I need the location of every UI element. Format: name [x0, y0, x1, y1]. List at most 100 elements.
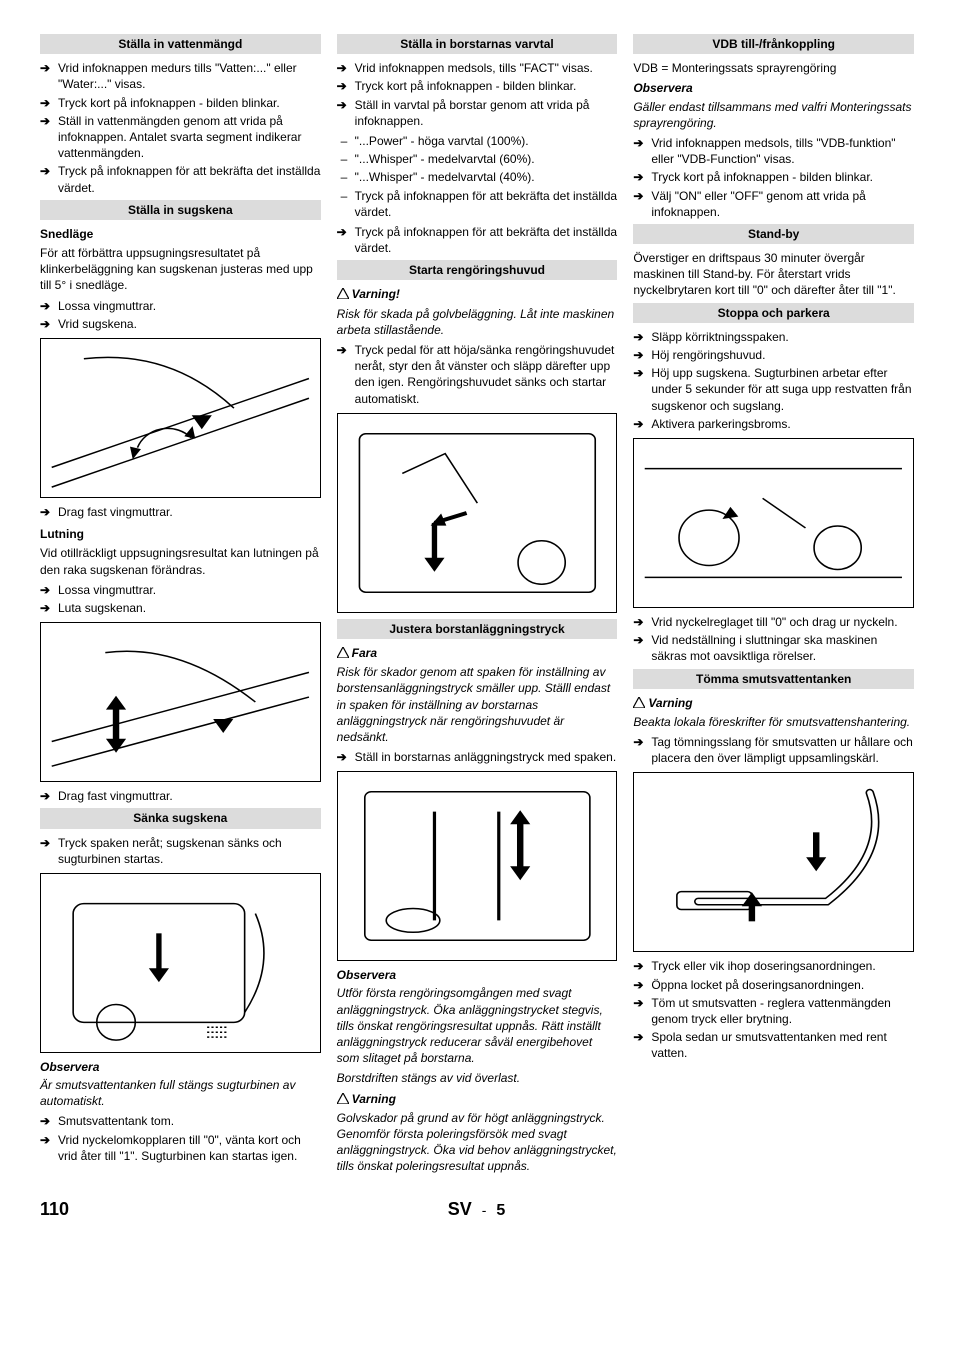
column-3: VDB till-/frånkoppling VDB = Monteringss… — [633, 30, 914, 1179]
list-varvtal: Vrid infoknappen medsols, tills "FACT" v… — [337, 60, 618, 129]
list-item: Töm ut smutsvatten - reglera vattenmängd… — [633, 995, 914, 1027]
list-varvtal-confirm: Tryck på infoknappen för att bekräfta de… — [337, 224, 618, 256]
note-label: Observera — [337, 967, 618, 983]
subhead-lutning: Lutning — [40, 526, 321, 542]
warning-text: Beakta lokala föreskrifter för smutsvatt… — [633, 714, 914, 730]
list-varvtal-options: "...Power" - höga varvtal (100%). "...Wh… — [337, 133, 618, 220]
footer-dash: - — [482, 1201, 487, 1220]
list-item: Tryck kort på infoknappen - bilden blink… — [633, 169, 914, 185]
list-item: Tryck kort på infoknappen - bilden blink… — [337, 78, 618, 94]
list-item: Tryck kort på infoknappen - bilden blink… — [40, 95, 321, 111]
list-item: Öppna locket på doseringsanordningen. — [633, 977, 914, 993]
list-lutning: Lossa vingmuttrar. Luta sugskenan. — [40, 582, 321, 616]
figure-sugskena-tilt — [40, 622, 321, 782]
list-item: Vid nedställning i sluttningar ska maski… — [633, 632, 914, 664]
list-item: Vrid infoknappen medsols, tills "FACT" v… — [337, 60, 618, 76]
paragraph: Överstiger en driftspaus 30 minuter över… — [633, 250, 914, 299]
note-text: Utför första rengöringsomgången med svag… — [337, 985, 618, 1066]
figure-lower-squeegee — [40, 873, 321, 1053]
list-snedlage-after: Drag fast vingmuttrar. — [40, 504, 321, 520]
danger-block: Fara — [337, 645, 618, 662]
figure-drain-hose — [633, 772, 914, 952]
list-stoppa-after: Vrid nyckelreglaget till "0" och drag ur… — [633, 614, 914, 665]
figure-pedal — [337, 413, 618, 613]
list-item: Tryck på infoknappen för att bekräfta de… — [40, 163, 321, 195]
footer-subpage: 5 — [496, 1200, 505, 1222]
note-label: Observera — [40, 1059, 321, 1075]
heading-vdb: VDB till-/frånkoppling — [633, 34, 914, 54]
figure-sugskena-angle — [40, 338, 321, 498]
column-2: Ställa in borstarnas varvtal Vrid infokn… — [337, 30, 618, 1179]
list-item: Tryck spaken neråt; sugskenan sänks och … — [40, 835, 321, 867]
figure-pressure-lever — [337, 771, 618, 961]
list-tomma-after: Tryck eller vik ihop doseringsanordninge… — [633, 958, 914, 1061]
list-item: Lossa vingmuttrar. — [40, 582, 321, 598]
list-item: Vrid nyckelreglaget till "0" och drag ur… — [633, 614, 914, 630]
list-item: "...Whisper" - medelvarvtal (40%). — [337, 169, 618, 185]
warning-label: Varning — [352, 1092, 396, 1106]
list-item: Höj rengöringshuvud. — [633, 347, 914, 363]
note-text: Är smutsvattentanken full stängs sugturb… — [40, 1077, 321, 1109]
list-item: "...Power" - höga varvtal (100%). — [337, 133, 618, 149]
warning-text-2: Golvskador på grund av för högt anläggni… — [337, 1110, 618, 1175]
list-item: Tryck eller vik ihop doseringsanordninge… — [633, 958, 914, 974]
list-item: Tryck på infoknappen för att bekräfta de… — [337, 224, 618, 256]
list-item: Ställ in varvtal på borstar genom att vr… — [337, 97, 618, 129]
list-item: Drag fast vingmuttrar. — [40, 788, 321, 804]
list-sanka: Tryck spaken neråt; sugskenan sänks och … — [40, 835, 321, 867]
warning-block: Varning! — [337, 286, 618, 303]
list-stoppa: Släpp körriktningsspaken. Höj rengörings… — [633, 329, 914, 432]
list-item: Höj upp sugskena. Sugturbinen arbetar ef… — [633, 365, 914, 414]
paragraph: För att förbättra uppsugningsresultatet … — [40, 245, 321, 294]
list-item: Lossa vingmuttrar. — [40, 298, 321, 314]
list-item: Tryck pedal för att höja/sänka rengöring… — [337, 342, 618, 407]
list-item: Smutsvattentank tom. — [40, 1113, 321, 1129]
danger-text: Risk för skador genom att spaken för ins… — [337, 664, 618, 745]
list-vdb: Vrid infoknappen medsols, tills "VDB-fun… — [633, 135, 914, 220]
heading-starta: Starta rengöringshuvud — [337, 260, 618, 280]
danger-label: Fara — [352, 646, 377, 660]
heading-sugskena: Ställa in sugskena — [40, 200, 321, 220]
warning-block: Varning — [633, 695, 914, 712]
warning-icon — [337, 287, 349, 303]
warning-text: Risk för skada på golvbeläggning. Låt in… — [337, 306, 618, 338]
page-number: 110 — [40, 1197, 69, 1221]
list-item: Vrid sugskena. — [40, 316, 321, 332]
list-item: Välj "ON" eller "OFF" genom att vrida på… — [633, 188, 914, 220]
heading-varvtal: Ställa in borstarnas varvtal — [337, 34, 618, 54]
warning-block-2: Varning — [337, 1091, 618, 1108]
warning-icon — [337, 646, 349, 662]
warning-label: Varning! — [352, 287, 400, 301]
heading-tomma: Tömma smutsvattentanken — [633, 669, 914, 689]
footer-lang: SV — [448, 1197, 472, 1221]
list-item: Drag fast vingmuttrar. — [40, 504, 321, 520]
list-sanka-after: Smutsvattentank tom. Vrid nyckelomkoppla… — [40, 1113, 321, 1164]
list-tomma: Tag tömningsslang för smutsvatten ur hål… — [633, 734, 914, 766]
heading-vattenmangd: Ställa in vattenmängd — [40, 34, 321, 54]
list-item: Tryck på infoknappen för att bekräfta de… — [337, 188, 618, 220]
warning-icon — [337, 1092, 349, 1108]
warning-label: Varning — [648, 696, 692, 710]
heading-sanka: Sänka sugskena — [40, 808, 321, 828]
list-item: Luta sugskenan. — [40, 600, 321, 616]
list-item: Vrid infoknappen medurs tills "Vatten:..… — [40, 60, 321, 92]
list-item: "...Whisper" - medelvarvtal (60%). — [337, 151, 618, 167]
page-footer: 110 SV - 5 — [40, 1197, 914, 1222]
warning-icon — [633, 696, 645, 712]
subhead-snedlage: Snedläge — [40, 226, 321, 242]
list-justera: Ställ in borstarnas anläggningstryck med… — [337, 749, 618, 765]
list-item: Vrid nyckelomkopplaren till "0", vänta k… — [40, 1132, 321, 1164]
paragraph: VDB = Monteringssats sprayrengöring — [633, 60, 914, 76]
list-item: Ställ in vattenmängden genom att vrida p… — [40, 113, 321, 162]
list-item: Släpp körriktningsspaken. — [633, 329, 914, 345]
list-item: Aktivera parkeringsbroms. — [633, 416, 914, 432]
paragraph: Vid otillräckligt uppsugningsresultat ka… — [40, 545, 321, 577]
list-vattenmangd: Vrid infoknappen medurs tills "Vatten:..… — [40, 60, 321, 196]
list-snedlage: Lossa vingmuttrar. Vrid sugskena. — [40, 298, 321, 332]
figure-parking-brake — [633, 438, 914, 608]
heading-stoppa: Stoppa och parkera — [633, 303, 914, 323]
list-lutning-after: Drag fast vingmuttrar. — [40, 788, 321, 804]
list-item: Tag tömningsslang för smutsvatten ur hål… — [633, 734, 914, 766]
list-starta: Tryck pedal för att höja/sänka rengöring… — [337, 342, 618, 407]
list-item: Ställ in borstarnas anläggningstryck med… — [337, 749, 618, 765]
